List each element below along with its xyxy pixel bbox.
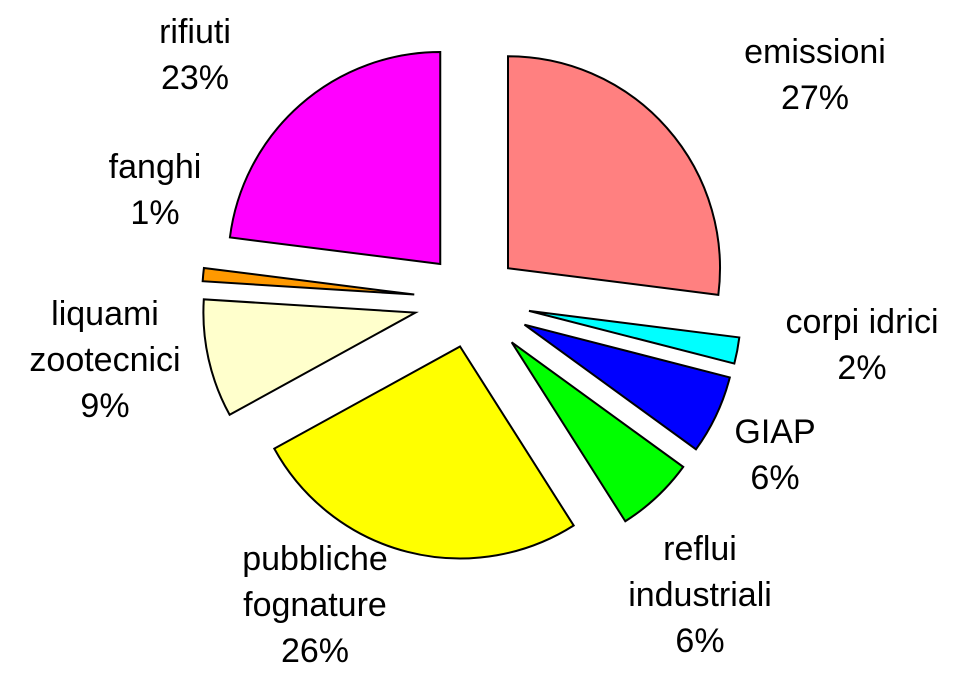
pie-slice (510, 341, 685, 523)
value-label: 1% (130, 194, 180, 232)
slice-label: liquami zootecnici 9% (29, 291, 180, 429)
pie-slice (272, 345, 576, 560)
value-label: 26% (280, 632, 350, 670)
value-label: 23% (160, 59, 230, 97)
pie-slice (228, 50, 442, 266)
slice-label: rifiuti 23% (159, 9, 231, 101)
value-label: 27% (780, 79, 850, 117)
slice-label: emissioni 27% (744, 29, 886, 121)
category-label: emissioni (744, 33, 886, 71)
category-label: rifiuti (159, 13, 231, 51)
category-label: pubbliche fognature (242, 540, 388, 624)
pie-slice (507, 55, 721, 296)
slice-label: corpi idrici 2% (785, 299, 938, 391)
slice-label: pubbliche fognature 26% (242, 536, 388, 674)
category-label: corpi idrici (785, 303, 939, 341)
value-label: 2% (837, 349, 887, 387)
pie-slice (528, 309, 741, 365)
pie-slice (201, 266, 415, 296)
value-label: 6% (750, 459, 800, 497)
value-label: 6% (675, 622, 725, 660)
slice-label: GIAP 6% (734, 409, 815, 501)
category-label: liquami zootecnici (29, 295, 181, 379)
category-label: GIAP (734, 413, 816, 451)
slice-label: reflui industriali 6% (628, 526, 772, 664)
category-label: reflui industriali (628, 530, 772, 614)
pie-slice (202, 298, 419, 417)
pie-slice (523, 323, 732, 451)
slice-label: fanghi 1% (109, 144, 202, 236)
value-label: 9% (80, 387, 130, 425)
category-label: fanghi (108, 148, 202, 186)
